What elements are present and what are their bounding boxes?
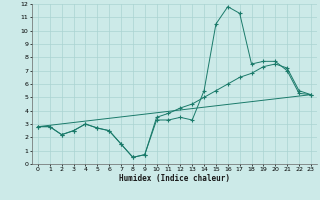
X-axis label: Humidex (Indice chaleur): Humidex (Indice chaleur) (119, 174, 230, 183)
